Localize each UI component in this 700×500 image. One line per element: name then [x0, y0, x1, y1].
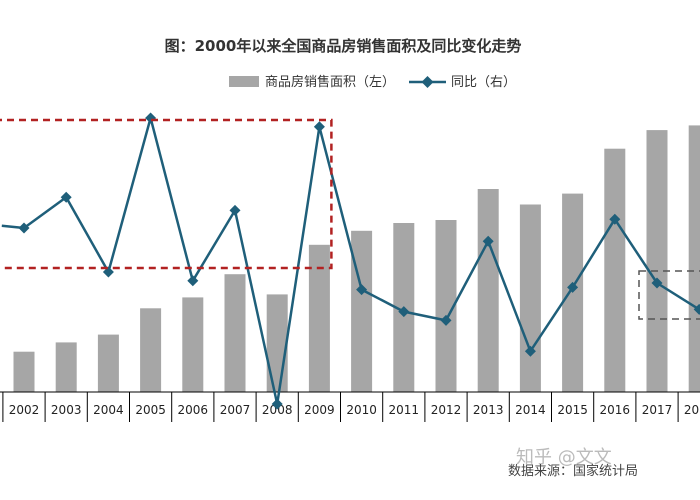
legend-bar-swatch — [229, 76, 259, 87]
bar-2010 — [351, 230, 373, 392]
yoy-point-2016 — [609, 213, 621, 225]
x-tick-label-2011: 2011 — [389, 403, 420, 417]
yoy-point-2009 — [313, 121, 325, 133]
x-tick-label-2013: 2013 — [473, 403, 504, 417]
bar-2017 — [646, 130, 668, 392]
bar-2009 — [308, 244, 330, 393]
x-tick-label-2007: 2007 — [220, 403, 251, 417]
yoy-point-2012 — [440, 314, 452, 326]
bar-2005 — [140, 308, 162, 392]
x-tick-label-2004: 2004 — [93, 403, 124, 417]
bar-2008 — [266, 294, 288, 392]
x-tick-label-2017: 2017 — [642, 403, 673, 417]
highlight-boxes-layer — [0, 118, 700, 320]
x-tick-label-2016: 2016 — [600, 403, 631, 417]
yoy-point-2015 — [567, 281, 579, 293]
yoy-point-2003 — [60, 191, 72, 203]
yoy-point-2018 — [693, 303, 700, 315]
bar-2014 — [519, 204, 541, 392]
bar-2013 — [477, 189, 499, 392]
yoy-point-2014 — [524, 345, 536, 357]
bar-2006 — [182, 297, 204, 392]
bar-2003 — [55, 342, 77, 392]
yoy-point-2017 — [651, 277, 663, 289]
x-tick-label-2003: 2003 — [51, 403, 82, 417]
bar-2002 — [13, 351, 35, 392]
x-tick-label-2005: 2005 — [135, 403, 166, 417]
bar-2018 — [688, 125, 700, 393]
yoy-point-2010 — [356, 284, 368, 296]
x-tick-label-2018: 2018 — [684, 403, 700, 417]
yoy-point-2006 — [187, 275, 199, 287]
x-tick-label-2002: 2002 — [9, 403, 40, 417]
source-note: 数据来源：国家统计局 — [508, 463, 638, 479]
yoy-point-2007 — [229, 204, 241, 216]
x-tick-label-2006: 2006 — [178, 403, 209, 417]
legend-line-marker — [421, 76, 434, 88]
x-tick-label-2012: 2012 — [431, 403, 462, 417]
legend-line-label: 同比（右） — [451, 75, 516, 90]
bar-2016 — [604, 148, 626, 392]
x-tick-label-2009: 2009 — [304, 403, 335, 417]
yoy-point-2008 — [271, 398, 283, 410]
legend: 商品房销售面积（左） 同比（右） — [229, 74, 516, 90]
bar-2004 — [97, 334, 119, 392]
yoy-point-2011 — [398, 306, 410, 318]
line-layer — [1, 112, 700, 410]
chart-title: 图：2000年以来全国商品房销售面积及同比变化走势 — [165, 37, 522, 55]
bars-layer — [13, 125, 700, 393]
x-tick-label-2015: 2015 — [557, 403, 588, 417]
legend-bar-label: 商品房销售面积（左） — [265, 74, 395, 90]
yoy-line — [1, 116, 700, 406]
x-tick-label-2008: 2008 — [262, 403, 293, 417]
x-tick-label-2010: 2010 — [346, 403, 377, 417]
bar-2012 — [435, 220, 457, 392]
x-ticks-layer: 2002 2003 2004 2005 2006 2007 2008 2009 2010 2011… — [2, 392, 700, 422]
watermark: 知乎 @文文 — [516, 447, 612, 468]
highlight-box-2002-2009 — [0, 118, 333, 270]
highlight-box-2017-2018 — [638, 270, 700, 320]
yoy-point-2002 — [18, 222, 30, 234]
yoy-point-2013 — [482, 235, 494, 247]
bar-2007 — [224, 274, 246, 392]
yoy-point-2005 — [145, 112, 157, 124]
x-tick-label-2014: 2014 — [515, 403, 546, 417]
